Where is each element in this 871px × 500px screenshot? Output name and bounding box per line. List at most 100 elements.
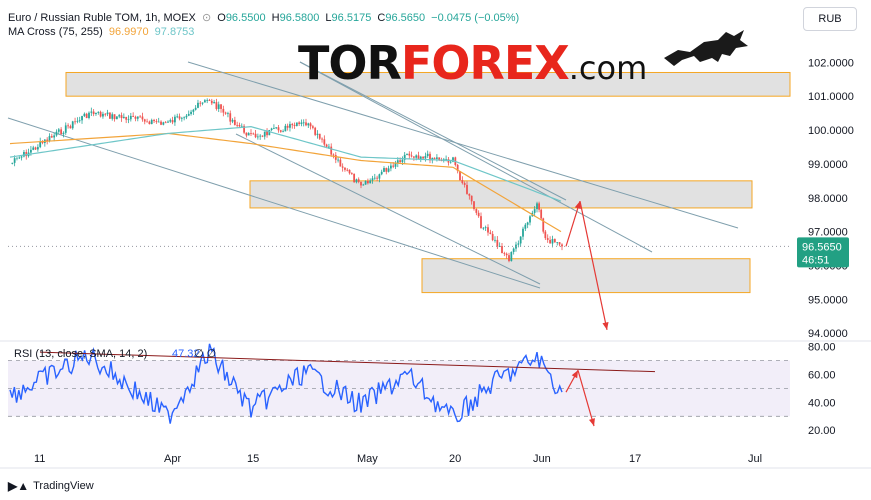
trend-line xyxy=(299,61,567,201)
candle xyxy=(289,124,291,128)
candle xyxy=(348,169,351,174)
candle xyxy=(208,100,211,101)
candle xyxy=(522,228,524,237)
candle xyxy=(183,117,186,119)
candle xyxy=(74,121,76,123)
logo-part1: TOR xyxy=(298,36,402,90)
logo-part2: FOREX xyxy=(400,36,570,90)
rsi-tick-label: 40.00 xyxy=(808,397,836,409)
candle xyxy=(323,139,326,145)
candle xyxy=(357,179,360,182)
trend-line xyxy=(235,133,541,285)
rsi-title: RSI (13, close, SMA, 14, 2) xyxy=(14,348,147,360)
candle xyxy=(376,177,378,179)
candle xyxy=(95,112,97,115)
candle xyxy=(81,116,83,121)
candle xyxy=(55,131,58,136)
candle xyxy=(426,153,429,157)
candle xyxy=(132,115,135,117)
candle xyxy=(355,179,358,183)
candle xyxy=(487,227,489,233)
candle xyxy=(13,158,16,163)
candle xyxy=(307,123,310,126)
candle xyxy=(273,128,275,130)
price-tick-label: 94.0000 xyxy=(808,328,848,340)
candle xyxy=(153,119,155,122)
candle xyxy=(236,124,239,126)
candle xyxy=(394,163,397,167)
candle xyxy=(118,115,121,117)
time-tick-label: 11 xyxy=(34,453,45,465)
candle xyxy=(519,236,522,244)
candle xyxy=(482,227,485,229)
candle xyxy=(424,156,427,159)
low-label: L xyxy=(325,12,332,24)
high-label: H xyxy=(271,12,280,24)
candle xyxy=(318,133,321,139)
candle xyxy=(261,135,264,137)
candle xyxy=(339,159,342,167)
tradingview-label: TradingView xyxy=(33,480,94,492)
candle xyxy=(383,168,385,172)
candle xyxy=(268,129,271,136)
price-tick-label: 101.0000 xyxy=(808,91,854,103)
candle xyxy=(36,147,39,150)
rsi-value: 47.32 xyxy=(172,348,200,360)
candle xyxy=(270,128,273,130)
candle xyxy=(164,122,167,124)
candle xyxy=(127,119,130,121)
time-tick-label: 20 xyxy=(449,453,461,465)
candle xyxy=(533,209,536,213)
candle xyxy=(78,120,81,122)
candle xyxy=(399,160,401,163)
candle xyxy=(48,136,51,142)
candle xyxy=(302,122,305,124)
candle xyxy=(510,251,513,262)
candle xyxy=(369,180,372,184)
candle xyxy=(174,116,176,123)
candle xyxy=(240,125,243,127)
candle xyxy=(141,116,144,120)
candle xyxy=(122,116,125,119)
candle xyxy=(187,113,190,116)
candle xyxy=(429,153,431,161)
candle xyxy=(217,104,220,109)
last-price-tag xyxy=(797,237,849,268)
candle xyxy=(558,242,561,245)
candle xyxy=(438,157,441,161)
candle xyxy=(83,113,86,117)
candle xyxy=(32,147,35,150)
currency-button[interactable]: RUB xyxy=(803,7,857,31)
candle xyxy=(549,239,551,244)
price-zone xyxy=(65,71,791,97)
candle xyxy=(203,100,206,103)
price-zone xyxy=(249,180,753,209)
candle xyxy=(53,135,56,138)
candle xyxy=(20,156,23,158)
status-dot: ⊙ xyxy=(201,12,212,24)
candle xyxy=(266,131,268,136)
candle xyxy=(143,119,146,122)
candle xyxy=(542,218,545,232)
candle xyxy=(129,115,132,120)
candle xyxy=(561,244,563,247)
candle xyxy=(353,173,356,183)
ma-legend[interactable]: MA Cross (75, 255) 96.9970 97.8753 xyxy=(8,26,197,38)
candle xyxy=(238,125,241,127)
candle xyxy=(106,112,109,115)
rsi-tick-label: 60.00 xyxy=(808,369,836,381)
change-value: −0.0475 (−0.05%) xyxy=(431,12,520,24)
rsi-arrow-down xyxy=(577,370,595,427)
candle xyxy=(536,203,538,210)
time-tick-label: 17 xyxy=(629,453,641,465)
candle xyxy=(417,155,420,159)
candle xyxy=(115,116,118,120)
candle xyxy=(392,165,395,167)
candle xyxy=(60,129,63,135)
candle xyxy=(415,155,418,158)
projection-arrow-up-head xyxy=(574,201,581,210)
candle xyxy=(538,203,540,210)
candle xyxy=(498,246,501,247)
candle xyxy=(295,122,298,127)
